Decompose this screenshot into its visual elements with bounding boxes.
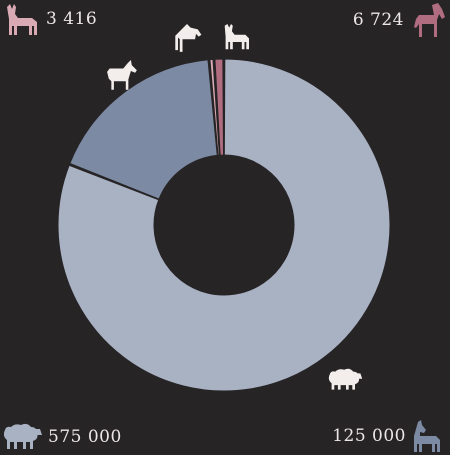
donkey-icon: [7, 4, 37, 35]
sheep-icon: [4, 423, 42, 449]
sheep-icon: [328, 368, 363, 390]
sheep-slice: [57, 58, 391, 392]
goat-icon: [107, 60, 137, 90]
horse-icon: [414, 3, 445, 37]
donkey-slice: [209, 58, 220, 156]
donkey-count: 3 416: [4, 3, 97, 35]
goat-count: 125 000: [332, 420, 446, 452]
donkey-icon: [224, 24, 249, 50]
sheep-count: 575 000: [4, 422, 122, 452]
goat-icon: [414, 420, 440, 452]
goat-label: 125 000: [332, 426, 406, 446]
horse-count: 6 724: [353, 3, 446, 37]
horse-icon: [175, 24, 202, 52]
horse-slice: [214, 58, 225, 156]
goat-slice: [69, 59, 218, 200]
donkey-label: 3 416: [46, 9, 98, 29]
sheep-label: 575 000: [48, 427, 122, 447]
horse-label: 6 724: [352, 10, 404, 30]
